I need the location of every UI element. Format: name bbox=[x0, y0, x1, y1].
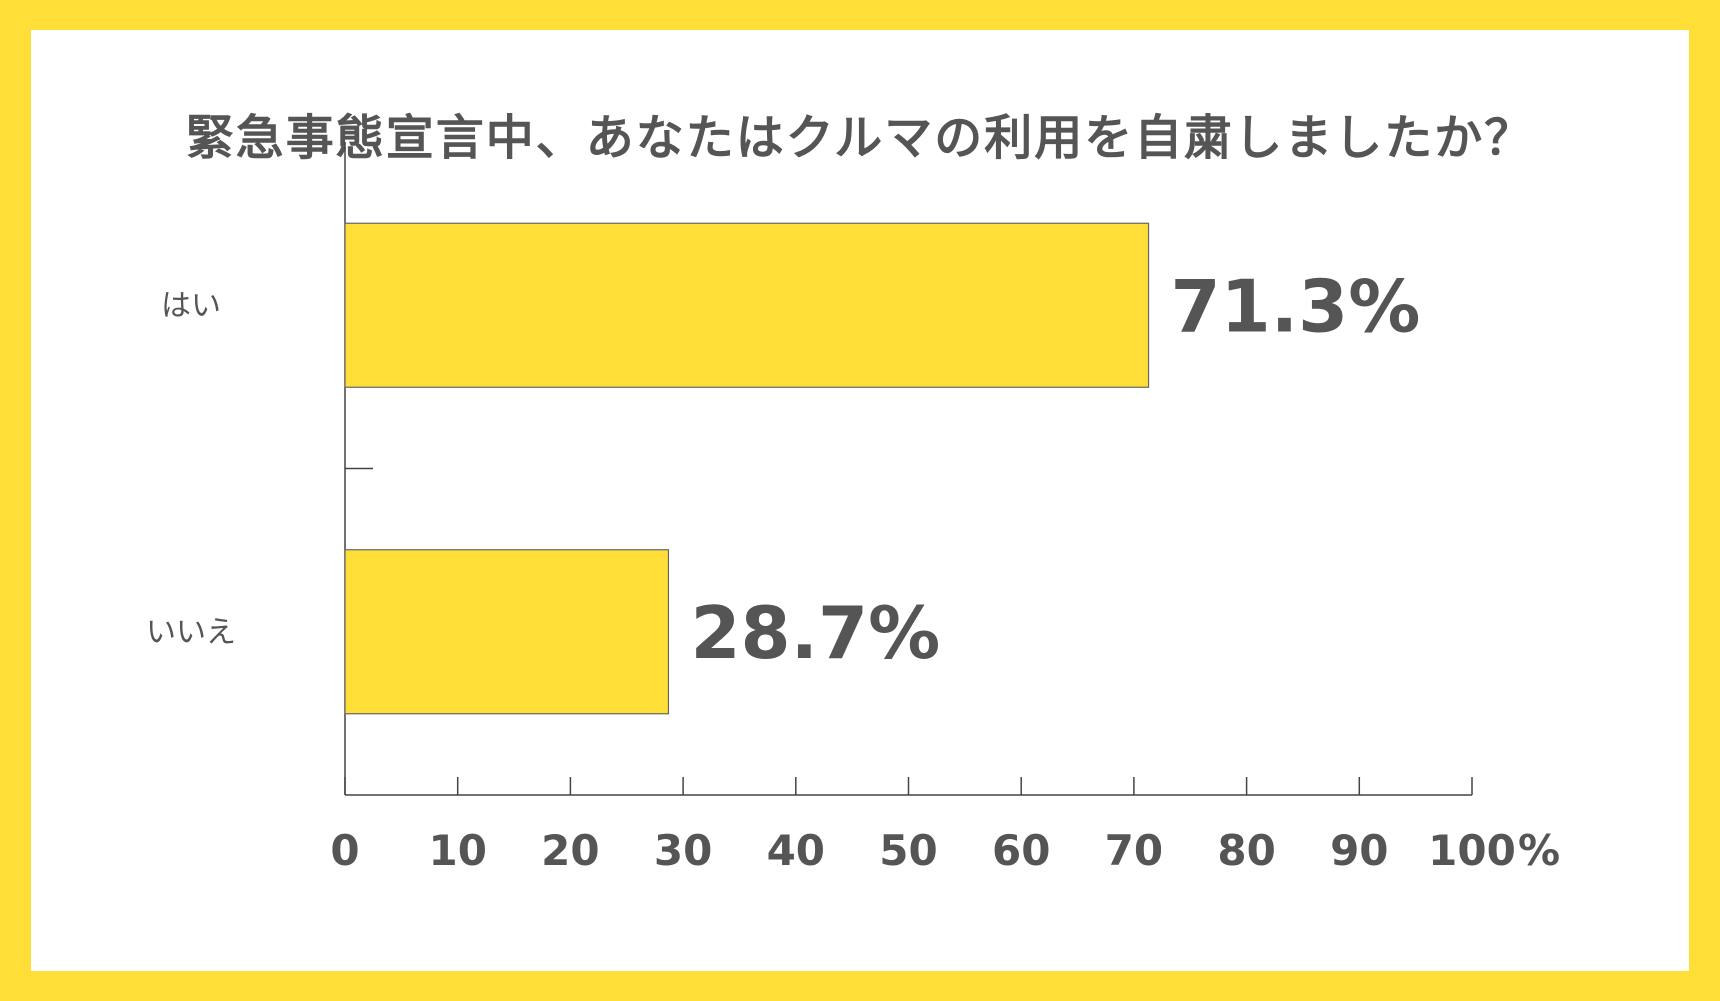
data-label: 71.3% bbox=[1171, 264, 1421, 348]
x-tick-label: 100 bbox=[1428, 826, 1516, 875]
category-label: いいえ bbox=[146, 615, 236, 650]
x-axis-unit: % bbox=[1518, 826, 1560, 875]
x-tick-label: 0 bbox=[330, 826, 359, 875]
chart-title: 緊急事態宣言中、あなたはクルマの利用を自粛しましたか？ bbox=[185, 110, 1535, 166]
x-tick-label: 10 bbox=[428, 826, 486, 875]
x-tick-label: 50 bbox=[879, 826, 937, 875]
category-label: はい bbox=[161, 288, 221, 323]
bar-no bbox=[344, 549, 670, 715]
x-tick-label: 30 bbox=[654, 826, 712, 875]
x-tick-label: 20 bbox=[541, 826, 599, 875]
x-tick-label: 90 bbox=[1330, 826, 1388, 875]
x-tick-label: 80 bbox=[1217, 826, 1275, 875]
x-tick-label: 70 bbox=[1105, 826, 1163, 875]
x-tick-label: 60 bbox=[992, 826, 1050, 875]
bar-yes bbox=[344, 222, 1150, 388]
bar-chart: 0 10 20 30 40 50 60 70 80 90 100% はい 71.3% いいえ 28.7% bbox=[146, 142, 1560, 875]
data-label: 28.7% bbox=[690, 591, 940, 675]
x-tick-label: 40 bbox=[767, 826, 825, 875]
chart-frame: 緊急事態宣言中、あなたはクルマの利用を自粛しましたか？ 0 10 20 30 40 50 6… bbox=[31, 30, 1689, 971]
